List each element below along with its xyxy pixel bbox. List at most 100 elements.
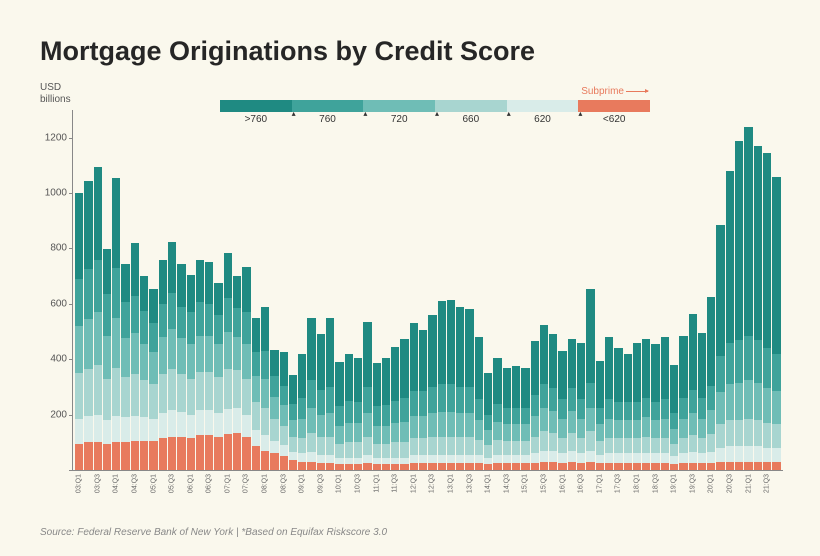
bar-segment <box>140 380 148 417</box>
bar-segment <box>177 264 185 307</box>
bar-segment <box>205 410 213 435</box>
bar-segment <box>596 361 604 408</box>
bar-segment <box>224 253 232 299</box>
bar-segment <box>447 384 455 412</box>
bar-segment <box>112 368 120 416</box>
bar-segment <box>317 463 325 470</box>
bar: 12:Q1 <box>410 323 418 470</box>
bar <box>661 337 669 470</box>
bar-segment <box>400 464 408 470</box>
bar-segment <box>317 390 325 415</box>
bar-segment <box>261 451 269 470</box>
bar-segment <box>698 453 706 463</box>
bar-segment <box>465 463 473 470</box>
bar-segment <box>605 453 613 463</box>
bar-segment <box>726 343 734 385</box>
bar: 08:Q1 <box>261 307 269 470</box>
bar: 11:Q3 <box>391 347 399 470</box>
bar-segment <box>744 336 752 380</box>
bar-segment <box>326 387 334 413</box>
bar-segment <box>447 412 455 437</box>
bar: 06:Q1 <box>187 275 195 470</box>
bar-segment <box>521 441 529 455</box>
bar-segment <box>75 279 83 326</box>
bar-segment <box>354 423 362 442</box>
bar-segment <box>465 309 473 387</box>
bar-segment <box>503 408 511 425</box>
bar-segment <box>354 402 362 423</box>
bar-segment <box>121 338 129 377</box>
bar-segment <box>261 351 269 379</box>
x-tick-label: 20:Q3 <box>726 474 733 493</box>
bar-segment <box>456 387 464 413</box>
bar-segment <box>596 408 604 425</box>
bar-segment <box>754 146 762 340</box>
x-tick-label: 21:Q1 <box>745 474 752 493</box>
bar-segment <box>772 391 780 424</box>
bar: 20:Q3 <box>726 171 734 470</box>
bar-segment <box>624 420 632 438</box>
bar-segment <box>642 339 650 399</box>
bar-segment <box>121 264 129 303</box>
bar-segment <box>475 420 483 439</box>
bar-segment <box>726 462 734 470</box>
x-tick-label: 16:Q3 <box>578 474 585 493</box>
bar-segment <box>94 415 102 443</box>
bar-segment <box>493 463 501 470</box>
bar-segment <box>307 433 315 452</box>
bar-segment <box>707 452 715 463</box>
bar-segment <box>354 458 362 465</box>
bar-segment <box>131 243 139 296</box>
bar-segment <box>373 406 381 425</box>
bar: 03:Q1 <box>75 193 83 470</box>
bar-segment <box>261 307 269 351</box>
bar-segment <box>187 379 195 415</box>
subprime-label: Subprime <box>581 86 648 97</box>
bar-segment <box>196 302 204 335</box>
bar-segment <box>391 442 399 457</box>
y-tick-label: 1000 <box>45 188 67 199</box>
bar-segment <box>586 383 594 408</box>
x-tick-label: 16:Q1 <box>559 474 566 493</box>
bar-segment <box>373 363 381 406</box>
bar-segment <box>280 352 288 385</box>
bar-segment <box>568 462 576 470</box>
bar-segment <box>280 456 288 470</box>
bar: 13:Q1 <box>447 300 455 470</box>
bar-segment <box>289 452 297 460</box>
bar-segment <box>577 463 585 470</box>
bar-segment <box>438 301 446 384</box>
bar-segment <box>531 341 539 395</box>
bar-segment <box>633 420 641 438</box>
bar-segment <box>317 455 325 463</box>
bar-segment <box>131 416 139 441</box>
bar-segment <box>168 293 176 329</box>
bar-segment <box>140 417 148 441</box>
bar-segment <box>698 419 706 438</box>
x-tick-label: 06:Q3 <box>206 474 213 493</box>
bar-segment <box>373 426 381 444</box>
bar-segment <box>252 376 260 402</box>
bar-segment <box>84 319 92 369</box>
bar-segment <box>363 455 371 463</box>
bar-segment <box>698 398 706 419</box>
bar-segment <box>716 392 724 424</box>
bar-segment <box>363 413 371 437</box>
bar-segment <box>289 437 297 452</box>
bar-segment <box>558 351 566 399</box>
bar-segment <box>196 435 204 470</box>
bar: 05:Q1 <box>149 289 157 470</box>
bar-segment <box>410 463 418 470</box>
bar-segment <box>242 379 250 415</box>
bar-segment <box>187 312 195 344</box>
bar-segment <box>605 419 613 438</box>
bar: 06:Q3 <box>205 262 213 470</box>
bar-segment <box>149 441 157 470</box>
bar-segment <box>521 408 529 425</box>
bar-segment <box>716 424 724 448</box>
bar-segment <box>689 390 697 414</box>
bar-segment <box>261 379 269 408</box>
x-tick-label: 18:Q3 <box>652 474 659 493</box>
bar-segment <box>75 193 83 279</box>
bar-segment <box>754 462 762 470</box>
